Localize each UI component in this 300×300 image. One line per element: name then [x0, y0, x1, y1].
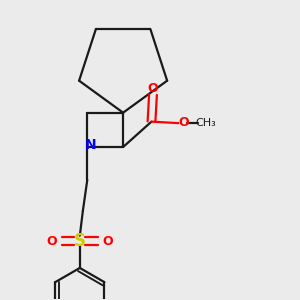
Text: O: O [178, 116, 189, 129]
Text: CH₃: CH₃ [196, 118, 217, 128]
Text: S: S [74, 232, 86, 250]
Text: O: O [47, 235, 57, 248]
Text: O: O [102, 235, 113, 248]
Text: O: O [148, 82, 158, 95]
Text: N: N [85, 138, 97, 152]
